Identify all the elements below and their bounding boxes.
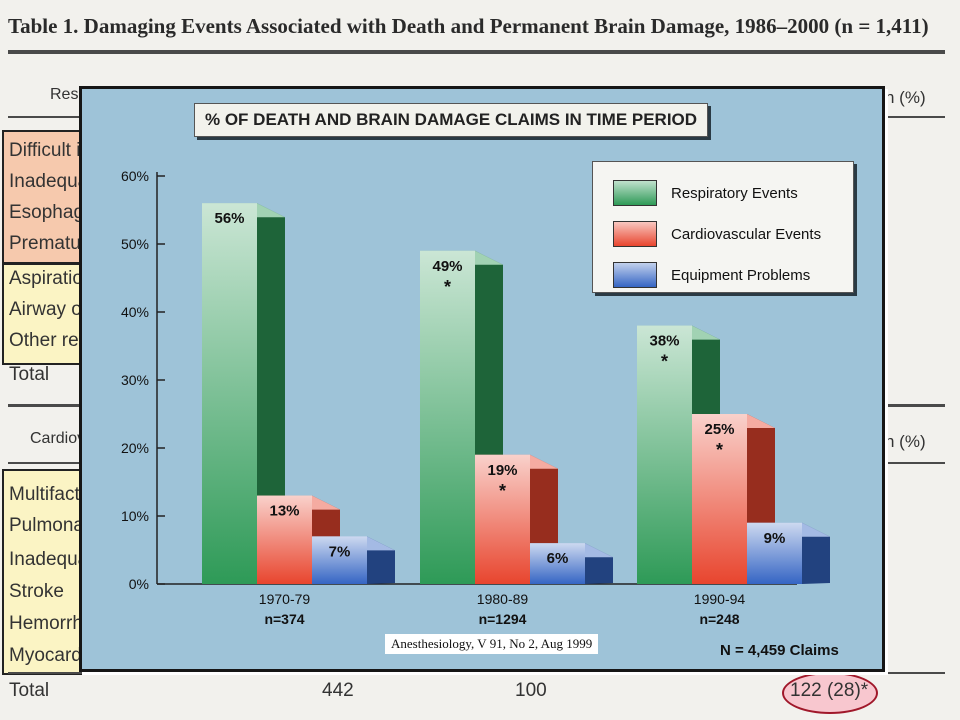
bar-value-label: 13% [269,503,299,520]
legend-swatch [613,221,657,247]
total-label: Total [9,680,50,701]
category-count: n=374 [264,611,304,627]
bar-value-label: 38% [649,333,679,350]
bar-asterisk: * [499,481,506,501]
table-title: Table 1. Damaging Events Associated with… [8,14,929,38]
chart-legend: Respiratory Events Cardiovascular Events E… [592,161,854,293]
bar-value-label: 56% [214,210,244,227]
bar-chart: 0% 10% 20% 30% 40% 50% 60% 56% 13% 7% 1970-79 n=374… [121,168,830,627]
bar [257,495,312,584]
table-row-label: Inadequat [9,171,94,192]
bar-asterisk: * [444,277,451,297]
table-row-label: Airway ob [9,299,93,320]
table-row-label: Other resp [9,330,99,351]
table-row-label: Hemorrha [9,613,94,634]
bar [312,536,367,584]
table-rule-top [8,50,945,54]
table-row-label: Difficult in [9,140,92,161]
legend-item: Respiratory Events [613,180,798,206]
bar-asterisk: * [716,440,723,460]
bar-value-label: 9% [764,530,786,547]
table-row-label: Multifacto [9,484,91,505]
category-count: n=1294 [479,611,527,627]
bar [475,454,530,584]
y-tick-label: 0% [129,576,149,592]
bar-side [257,203,285,584]
legend-item: Cardiovascular Events [613,221,821,247]
highlight-oval [782,672,878,714]
table-row-label: Esophage [9,202,95,223]
table-row-label: Total [9,364,50,385]
bar-value-label: 25% [704,421,734,438]
legend-swatch [613,180,657,206]
table-row-label: Stroke [9,581,64,602]
table-header-left: Resp [50,86,88,103]
highlighted-total: 122 (28)* [790,680,869,701]
bar [747,522,802,584]
chart-panel: 0% 10% 20% 30% 40% 50% 60% 56% 13% 7% 1970-79 n=374… [79,86,885,672]
total-value-2: 100 [515,680,547,701]
legend-label: Equipment Problems [671,266,811,284]
table-row-label: Inadequat [9,549,94,570]
citation: Anesthesiology, V 91, No 2, Aug 1999 [385,634,599,654]
category-label: 1980-89 [477,591,529,607]
y-tick-label: 30% [121,372,149,388]
category-label: 1970-79 [259,591,311,607]
y-tick-label: 40% [121,304,149,320]
claims-total: N = 4,459 Claims [720,642,839,659]
total-value-1: 442 [322,680,354,701]
category-label: 1990-94 [694,591,746,607]
bar-value-label: 7% [329,543,351,560]
legend-item: Equipment Problems [613,262,810,288]
bar [692,414,747,584]
bar-value-label: 6% [547,550,569,567]
bar [637,325,692,584]
table-rule-total [8,672,945,674]
table-row-label: Pulmonary [9,515,100,536]
legend-label: Respiratory Events [671,184,798,202]
bar-asterisk: * [661,352,668,372]
category-count: n=248 [699,611,739,627]
bar-value-label: 49% [432,258,462,275]
table-row-label: Myocardia [9,645,97,666]
bar [202,203,257,584]
table-header-right: n (%) [885,88,926,107]
y-tick-label: 10% [121,508,149,524]
bar-side [802,522,830,584]
y-tick-label: 60% [121,168,149,184]
table-header2-right: n (%) [885,432,926,451]
table-row-label: Aspiration [9,268,94,289]
table-row-label: Premature [9,233,98,254]
legend-label: Cardiovascular Events [671,225,822,243]
highlight-box-cardiovascular [2,469,86,675]
bar [420,250,475,585]
y-tick-label: 50% [121,236,149,252]
bar [530,543,585,584]
chart-title: % OF DEATH AND BRAIN DAMAGE CLAIMS IN TI… [194,103,709,137]
bar-value-label: 19% [487,462,517,479]
table-header2-left: Cardiov [30,430,86,447]
legend-swatch [613,262,657,288]
y-tick-label: 20% [121,440,149,456]
